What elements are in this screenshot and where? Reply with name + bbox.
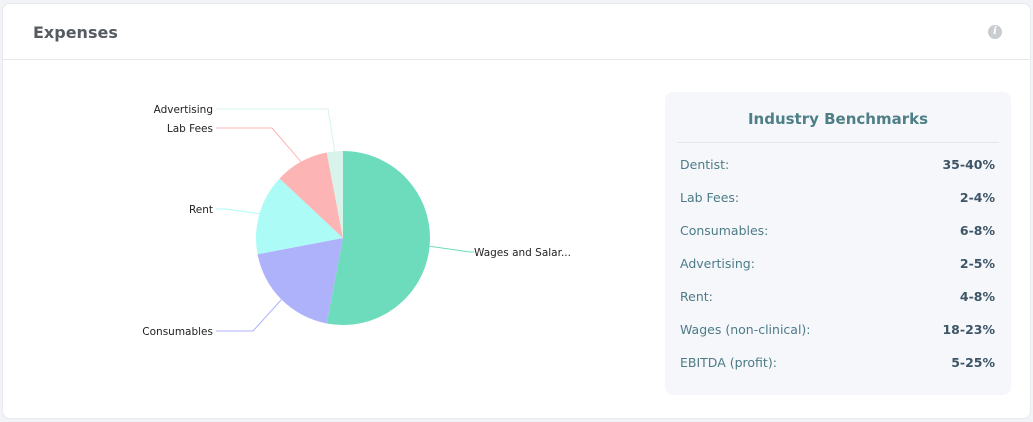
- pie-slice[interactable]: [255, 178, 343, 255]
- benchmarks-title: Industry Benchmarks: [747, 110, 929, 128]
- pie-slice[interactable]: [326, 151, 343, 238]
- benchmark-label: Rent:: [680, 289, 713, 304]
- benchmark-value: 35-40%: [942, 157, 995, 172]
- pie-slice-label: Consumables: [142, 326, 213, 338]
- industry-benchmarks-panel: Industry Benchmarks Dentist: 35-40% Lab …: [665, 92, 1011, 395]
- benchmarks-divider: [677, 142, 999, 143]
- benchmark-value: 6-8%: [959, 223, 995, 238]
- benchmark-value: 2-4%: [959, 190, 995, 205]
- benchmark-row: EBITDA (profit): 5-25%: [680, 355, 995, 375]
- pie-slice-label: Advertising: [154, 104, 213, 116]
- pie-leader-line: [216, 299, 282, 332]
- benchmark-label: Advertising:: [680, 256, 755, 271]
- benchmark-label: Lab Fees:: [680, 190, 740, 205]
- pie-slice[interactable]: [257, 238, 343, 324]
- benchmark-row: Advertising: 2-5%: [680, 256, 995, 276]
- card-title: Expenses: [33, 23, 118, 42]
- pie-slice-label: Lab Fees: [167, 123, 213, 135]
- pie-leader-line: [216, 127, 302, 163]
- benchmark-label: Wages (non-clinical):: [680, 322, 811, 337]
- info-icon[interactable]: i: [988, 25, 1002, 39]
- benchmark-row: Wages (non-clinical): 18-23%: [680, 322, 995, 342]
- benchmark-row: Consumables: 6-8%: [680, 223, 995, 243]
- benchmark-row: Lab Fees: 2-4%: [680, 190, 995, 210]
- pie-leader-line: [429, 245, 474, 253]
- benchmark-label: Dentist:: [680, 157, 730, 172]
- pie-leader-line: [216, 208, 260, 215]
- benchmark-label: Consumables:: [680, 223, 769, 238]
- benchmark-row: Rent: 4-8%: [680, 289, 995, 309]
- benchmark-row: Dentist: 35-40%: [680, 157, 995, 177]
- benchmark-value: 4-8%: [959, 289, 995, 304]
- pie-slice-label: Wages and Salar...: [474, 247, 571, 259]
- benchmark-value: 18-23%: [942, 322, 995, 337]
- benchmark-value: 2-5%: [959, 256, 995, 271]
- benchmark-label: EBITDA (profit):: [680, 355, 777, 370]
- card-header: Expenses i: [3, 4, 1030, 60]
- pie-slice[interactable]: [326, 151, 430, 325]
- pie-leader-line: [216, 108, 336, 152]
- benchmark-value: 5-25%: [951, 355, 995, 370]
- pie-slice[interactable]: [279, 152, 343, 238]
- pie-slice-label: Rent: [189, 204, 213, 216]
